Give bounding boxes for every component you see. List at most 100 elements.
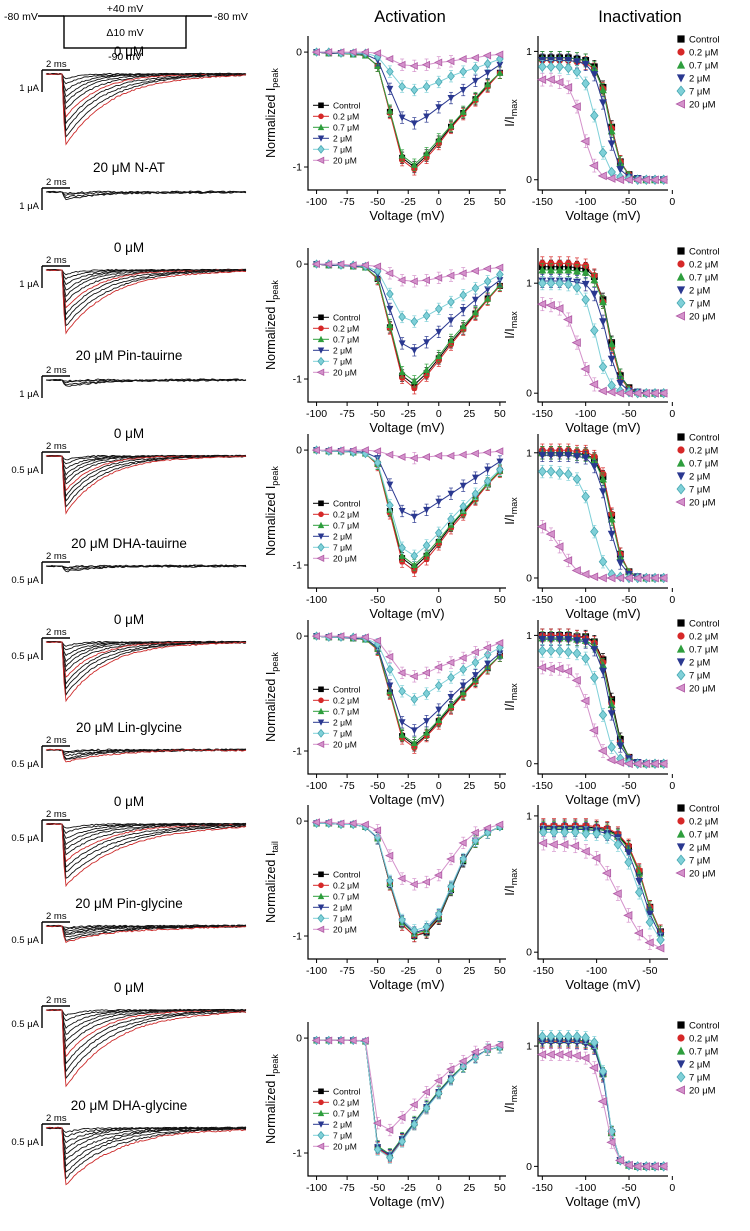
- scale-bar: 2 ms 0.5 μA: [11, 551, 70, 586]
- svg-text:2 μM: 2 μM: [689, 843, 710, 854]
- svg-text:50: 50: [494, 594, 506, 606]
- protocol-left-label: -80 mV: [4, 11, 38, 23]
- svg-text:20 μM: 20 μM: [333, 155, 357, 165]
- protocol-step-label: Δ10 mV: [106, 27, 143, 39]
- svg-text:7 μM: 7 μM: [689, 485, 710, 496]
- current-traces: [45, 640, 247, 703]
- svg-text:-150: -150: [532, 780, 553, 792]
- scale-bar: 2 ms 1 μA: [19, 255, 70, 290]
- svg-text:Voltage (mV): Voltage (mV): [369, 1194, 444, 1209]
- svg-text:-50: -50: [642, 965, 657, 977]
- svg-text:0: 0: [669, 196, 675, 208]
- svg-text:7 μM: 7 μM: [689, 87, 710, 98]
- svg-text:0: 0: [296, 47, 302, 59]
- svg-text:I/Imax: I/Imax: [504, 683, 519, 711]
- svg-text:0: 0: [296, 445, 302, 457]
- scale-bar: 2 ms 0.5 μA: [11, 809, 70, 844]
- svg-text:-75: -75: [340, 965, 355, 977]
- current-traces: [45, 748, 247, 763]
- time-scale-label: 2 ms: [46, 1113, 67, 1124]
- svg-text:2 μM: 2 μM: [333, 717, 352, 727]
- svg-text:25: 25: [463, 965, 475, 977]
- r6_inactivation-chart: -150 -100 -50 0 0 1 Voltage (mV) I/Imax Control 0…: [504, 1021, 720, 1210]
- svg-text:0.2 μM: 0.2 μM: [333, 509, 359, 519]
- svg-text:20 μM: 20 μM: [689, 684, 716, 695]
- svg-text:0.2 μM: 0.2 μM: [333, 1097, 359, 1107]
- svg-text:-1: -1: [293, 162, 302, 174]
- label-20uM-row3: 20 μM DHA-tauirne: [71, 536, 187, 551]
- svg-text:Normalized Itail: Normalized Itail: [264, 841, 280, 923]
- time-scale-label: 2 ms: [46, 809, 67, 820]
- svg-text:Control: Control: [689, 247, 720, 258]
- svg-text:Normalized Ipeak: Normalized Ipeak: [264, 280, 280, 370]
- time-scale-label: 2 ms: [46, 59, 67, 70]
- r2_inactivation-chart: -150 -100 -50 0 0 1 Voltage (mV) I/Imax Control 0…: [504, 247, 720, 436]
- r4_inactivation-chart: -150 -100 -50 0 0 1 Voltage (mV) I/Imax Control 0…: [504, 619, 720, 808]
- scale-bar: 2 ms 1 μA: [19, 177, 70, 212]
- svg-text:2 μM: 2 μM: [689, 1060, 710, 1071]
- scale-bar: 2 ms 1 μA: [19, 59, 70, 94]
- svg-text:20 μM: 20 μM: [689, 1086, 716, 1097]
- svg-text:0.7 μM: 0.7 μM: [689, 459, 718, 470]
- svg-text:7 μM: 7 μM: [333, 1130, 352, 1140]
- svg-text:2 μM: 2 μM: [333, 531, 352, 541]
- data-series: [536, 256, 668, 399]
- time-scale-label: 2 ms: [46, 255, 67, 266]
- svg-text:0.7 μM: 0.7 μM: [689, 645, 718, 656]
- svg-text:Normalized Ipeak: Normalized Ipeak: [264, 1054, 280, 1144]
- label-0uM-row1: 0 μM: [113, 44, 145, 59]
- svg-text:-75: -75: [340, 408, 355, 420]
- data-series: [537, 818, 665, 953]
- svg-text:Control: Control: [333, 498, 361, 508]
- svg-text:20 μM: 20 μM: [689, 498, 716, 509]
- trace-panel-0uM-row1: 2 ms 1 μA: [19, 59, 247, 146]
- svg-text:50: 50: [494, 196, 506, 208]
- current-traces: [45, 268, 247, 335]
- axes: -150 -100 -50 0 0 1 Voltage (mV) I/Imax: [504, 248, 675, 435]
- svg-text:Control: Control: [333, 100, 361, 110]
- svg-text:-25: -25: [401, 1182, 416, 1194]
- svg-text:-150: -150: [532, 408, 553, 420]
- scale-bar: 2 ms 0.5 μA: [11, 627, 70, 662]
- svg-text:20 μM: 20 μM: [689, 312, 716, 323]
- trace-panel-20uM-row4: 2 ms 0.5 μA: [11, 735, 247, 770]
- data-series: [536, 443, 668, 584]
- svg-text:0.2 μM: 0.2 μM: [333, 323, 359, 333]
- axes: -150 -100 -50 0 0 1 Voltage (mV) I/Imax: [504, 620, 675, 807]
- data-series: [536, 51, 668, 185]
- svg-text:0.2 μM: 0.2 μM: [333, 111, 359, 121]
- time-scale-label: 2 ms: [46, 627, 67, 638]
- svg-text:20 μM: 20 μM: [689, 869, 716, 880]
- svg-text:7 μM: 7 μM: [689, 299, 710, 310]
- svg-text:0.7 μM: 0.7 μM: [333, 1108, 359, 1118]
- svg-text:-100: -100: [575, 196, 596, 208]
- svg-text:-50: -50: [370, 594, 385, 606]
- svg-text:Control: Control: [689, 1021, 720, 1032]
- svg-text:Normalized Ipeak: Normalized Ipeak: [264, 652, 280, 742]
- svg-text:-50: -50: [370, 780, 385, 792]
- svg-text:Control: Control: [333, 312, 361, 322]
- svg-text:25: 25: [463, 1182, 475, 1194]
- svg-text:-50: -50: [621, 594, 636, 606]
- svg-text:20 μM: 20 μM: [333, 367, 357, 377]
- current-traces: [45, 924, 247, 944]
- svg-text:-50: -50: [370, 196, 385, 208]
- label-20uM-row2: 20 μM Pin-tauirne: [75, 348, 183, 363]
- svg-text:2 μM: 2 μM: [333, 902, 352, 912]
- current-traces: [45, 454, 247, 515]
